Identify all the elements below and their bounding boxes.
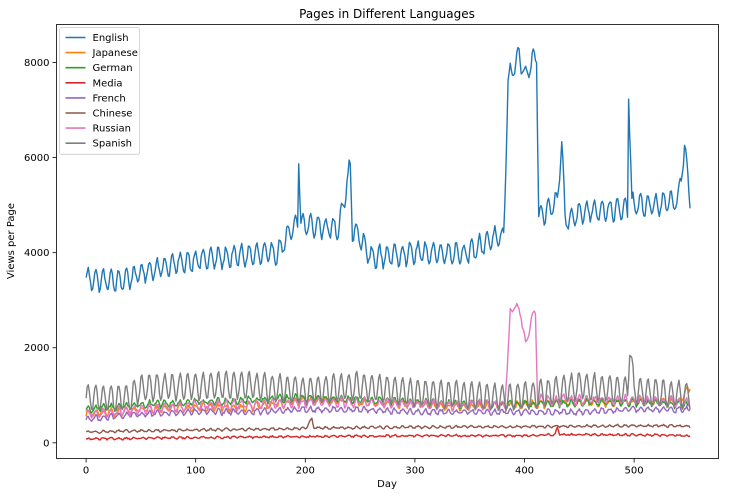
series-line-chinese (85, 417, 691, 434)
y-tick-label: 4000 (24, 248, 49, 259)
x-tick-label: 300 (405, 466, 424, 477)
series-line-media (85, 426, 691, 441)
x-tick-label: 0 (83, 466, 89, 477)
legend-label-japanese: Japanese (92, 48, 138, 59)
y-tick-label: 8000 (24, 58, 49, 69)
legend-label-german: German (93, 63, 133, 74)
legend-label-english: English (93, 33, 129, 44)
y-tick-label: 0 (43, 438, 49, 449)
legend-label-media: Media (93, 78, 123, 89)
x-tick-label: 400 (515, 466, 534, 477)
series-line-french (85, 405, 691, 423)
y-axis-label: Views per Page (6, 203, 17, 279)
legend: English Japanese German Media French Chinese R… (59, 27, 140, 155)
legend-label-russian: Russian (93, 124, 132, 135)
x-axis: 0 100 200 300 400 500 (83, 458, 644, 477)
series-line-spanish (85, 354, 691, 412)
y-tick-label: 6000 (24, 153, 49, 164)
plot-lines (85, 46, 691, 441)
x-axis-label: Day (377, 479, 397, 490)
x-tick-label: 500 (625, 466, 644, 477)
y-tick-label: 2000 (24, 343, 49, 354)
series-line-japanese (85, 386, 691, 418)
y-axis: 0 2000 4000 6000 8000 (24, 58, 57, 449)
series-line-russian (85, 302, 691, 419)
chart-title: Pages in Different Languages (299, 7, 475, 21)
x-tick-label: 100 (186, 466, 205, 477)
series-line-english (85, 46, 691, 294)
legend-box (59, 27, 140, 155)
legend-label-french: French (93, 93, 126, 104)
plot-frame (56, 24, 719, 459)
legend-label-chinese: Chinese (93, 109, 133, 120)
legend-label-spanish: Spanish (93, 139, 133, 150)
x-tick-label: 200 (296, 466, 315, 477)
